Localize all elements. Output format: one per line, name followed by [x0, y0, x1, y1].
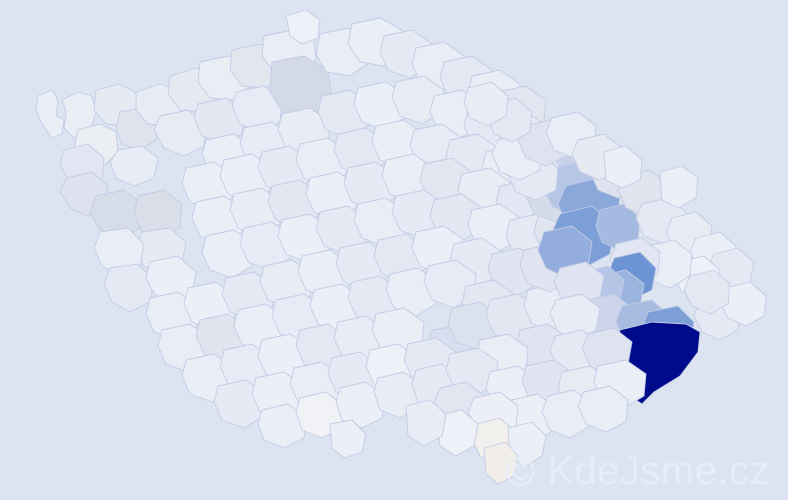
district-layer[interactable] [36, 10, 766, 484]
district-region[interactable] [604, 146, 642, 188]
district-region[interactable] [578, 386, 628, 432]
district-region[interactable] [154, 110, 206, 156]
district-region[interactable] [110, 146, 158, 186]
district-region[interactable] [484, 442, 518, 484]
district-region[interactable] [660, 166, 698, 208]
copyright-symbol: © [505, 450, 536, 494]
district-region[interactable] [36, 90, 64, 138]
district-region[interactable] [330, 420, 366, 458]
watermark-text: KdeJsme.cz [547, 449, 770, 493]
district-region[interactable] [336, 382, 384, 428]
district-region[interactable] [438, 410, 478, 456]
watermark: © KdeJsme.cz [506, 451, 770, 492]
district-region[interactable] [464, 82, 508, 126]
district-region[interactable] [258, 404, 306, 448]
district-region[interactable] [684, 270, 730, 314]
district-region[interactable] [104, 264, 154, 312]
district-region[interactable] [406, 400, 446, 446]
district-region[interactable] [286, 10, 320, 44]
